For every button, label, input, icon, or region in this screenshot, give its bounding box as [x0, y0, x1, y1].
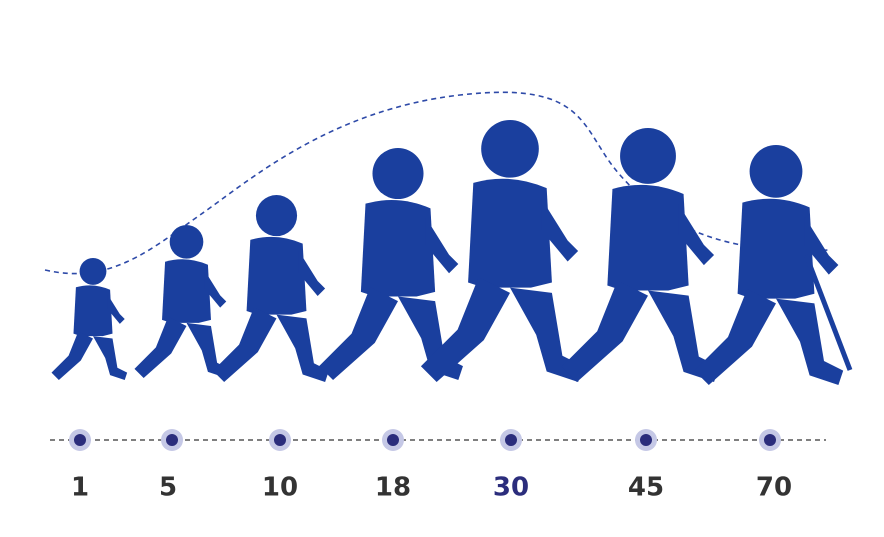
dot — [74, 434, 86, 446]
age-label: 70 — [756, 473, 792, 503]
stop: 70 — [756, 429, 792, 503]
age-label: 10 — [262, 473, 298, 503]
stop: 5 — [159, 429, 183, 503]
dot — [640, 434, 652, 446]
dot — [505, 434, 517, 446]
baby-figure — [51, 258, 128, 380]
figures — [51, 120, 853, 385]
cane — [803, 254, 853, 371]
stop: 45 — [628, 429, 664, 503]
age-label: 45 — [628, 473, 664, 503]
stop: 10 — [262, 429, 298, 503]
kid-figure — [212, 195, 329, 382]
child-figure — [134, 225, 230, 378]
dot — [764, 434, 776, 446]
age-label: 1 — [71, 473, 89, 503]
elder-figure — [694, 145, 844, 385]
stop: 1 — [69, 429, 91, 503]
stop: 30 — [493, 429, 529, 503]
dot — [387, 434, 399, 446]
age-label: 30 — [493, 473, 529, 503]
middle-aged-figure — [561, 128, 720, 382]
stop: 18 — [375, 429, 411, 503]
timeline-stops: 1 5 10 18 30 45 70 — [69, 429, 792, 503]
age-label: 5 — [159, 473, 177, 503]
age-label: 18 — [375, 473, 411, 503]
teen-figure — [319, 148, 463, 380]
dot — [274, 434, 286, 446]
dot — [166, 434, 178, 446]
